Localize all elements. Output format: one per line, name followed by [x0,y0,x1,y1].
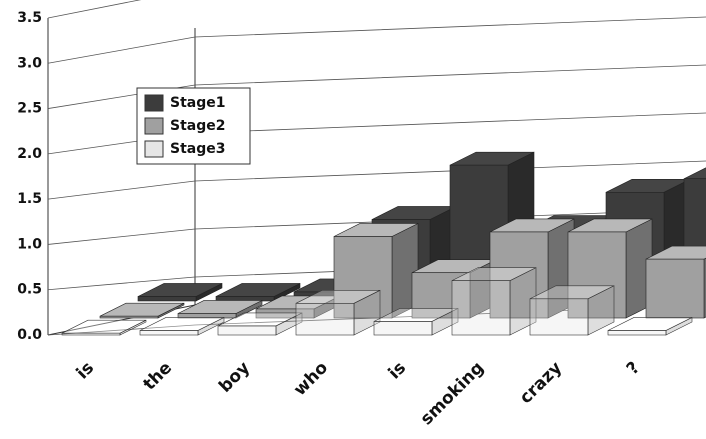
x-tick-label: the [139,358,176,395]
bar-3d [567,218,653,319]
x-tick-label: who [290,358,332,400]
bar [529,298,589,336]
bar [451,280,511,336]
x-tick-label: crazy [516,358,566,408]
y-tick-label: 3.5 [17,10,42,26]
bar [373,321,433,336]
x-tick-label: is [385,358,410,383]
bar-top [683,167,706,180]
x-tick-label: smoking [417,358,488,429]
legend-label: Stage2 [170,118,225,134]
bar-3d [489,218,575,319]
bar [567,231,627,319]
bar-3d [451,267,537,336]
bar [333,236,393,319]
grid-line [47,160,706,200]
bar-3d [529,285,615,336]
legend-label: Stage1 [170,95,225,111]
bar-3d [217,312,303,336]
bar-top [61,319,147,334]
x-tick-label: boy [215,358,254,397]
legend-swatch [144,117,164,135]
bar [255,308,315,319]
y-tick-label: 3.0 [17,55,42,71]
y-tick-label: 1.0 [17,236,42,252]
bar-3d [99,302,185,319]
legend-swatch [144,94,164,112]
bar-3d [333,223,419,319]
bar-3d [607,316,693,336]
bar [139,330,199,336]
legend-swatch [144,140,164,158]
bar-3d [139,316,225,336]
bar-3d [61,319,147,336]
y-tick-label: 2.5 [17,101,42,117]
y-tick-label: 2.0 [17,146,42,162]
y-tick-label: 1.5 [17,191,42,207]
grid-line [47,16,706,64]
bar-3d [645,245,706,319]
bar-3d [411,259,497,319]
y-tick-label: 0.5 [17,282,42,298]
bar [645,258,705,319]
bar [489,231,549,319]
bar-top [99,302,185,317]
legend: Stage1 Stage2 Stage3 [136,87,251,165]
bar [217,325,277,336]
grid-line [47,0,142,19]
bar [607,330,667,336]
bar [295,302,355,336]
grid-line [47,64,706,109]
y-tick-label: 0.0 [17,327,42,343]
x-tick-label: ? [623,358,644,379]
bar-3d [295,289,381,336]
grid-line [47,208,706,245]
bar [411,272,471,319]
bar [61,332,121,336]
x-tick-label: is [73,358,98,383]
bar-3d [373,307,459,336]
bar [137,296,197,302]
bar-3d [137,282,223,302]
bar [177,313,237,319]
legend-label: Stage3 [170,141,225,157]
bar [99,315,159,319]
